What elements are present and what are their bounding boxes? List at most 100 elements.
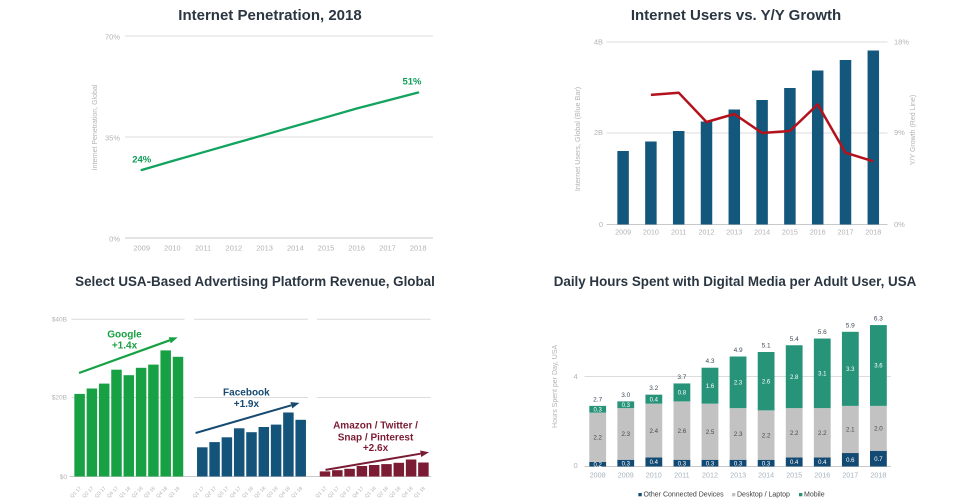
- svg-text:2010: 2010: [643, 228, 659, 237]
- svg-text:2.8: 2.8: [790, 375, 799, 381]
- svg-text:Internet Users vs. Y/Y Growth: Internet Users vs. Y/Y Growth: [631, 7, 841, 24]
- svg-text:2013: 2013: [730, 471, 746, 480]
- svg-text:2018: 2018: [865, 228, 881, 237]
- svg-text:2011: 2011: [674, 471, 689, 480]
- svg-text:2012: 2012: [699, 228, 715, 237]
- svg-text:2.5: 2.5: [706, 429, 715, 436]
- svg-text:Amazon / Twitter /: Amazon / Twitter /: [333, 420, 418, 431]
- svg-text:2.3: 2.3: [621, 431, 630, 438]
- svg-text:2014: 2014: [287, 244, 304, 253]
- svg-text:2017: 2017: [838, 228, 854, 237]
- svg-text:2.6: 2.6: [762, 379, 771, 385]
- svg-text:2.4: 2.4: [649, 428, 658, 435]
- svg-text:2018: 2018: [410, 244, 427, 253]
- svg-text:3.3: 3.3: [846, 367, 855, 373]
- svg-text:3.2: 3.2: [649, 385, 658, 392]
- svg-text:0.3: 0.3: [622, 403, 631, 409]
- svg-text:0.4: 0.4: [650, 397, 659, 403]
- svg-text:2009: 2009: [133, 244, 150, 253]
- svg-text:3.7: 3.7: [677, 374, 686, 381]
- svg-text:2015: 2015: [782, 228, 798, 237]
- svg-text:2014: 2014: [754, 228, 770, 237]
- svg-text:Other Connected Devices: Other Connected Devices: [644, 492, 725, 499]
- svg-text:2016: 2016: [348, 244, 365, 253]
- svg-text:$20B: $20B: [52, 395, 67, 402]
- svg-text:0.3: 0.3: [622, 461, 631, 467]
- svg-text:2017: 2017: [379, 244, 396, 253]
- svg-text:2017: 2017: [842, 471, 858, 480]
- svg-text:4.9: 4.9: [734, 347, 743, 354]
- svg-text:Internet Users, Global (Blue B: Internet Users, Global (Blue Bar): [573, 87, 582, 191]
- svg-text:18%: 18%: [894, 38, 909, 47]
- svg-text:2.2: 2.2: [593, 435, 602, 442]
- svg-text:0.4: 0.4: [790, 460, 799, 466]
- svg-text:6.3: 6.3: [874, 316, 883, 323]
- svg-text:Google: Google: [107, 329, 142, 340]
- svg-text:0.7: 0.7: [874, 457, 883, 463]
- svg-text:Internet Penetration, Global: Internet Penetration, Global: [92, 84, 99, 170]
- svg-text:+1.9x: +1.9x: [234, 399, 260, 410]
- svg-text:2018: 2018: [870, 471, 886, 480]
- svg-text:2013: 2013: [726, 228, 742, 237]
- svg-text:5.9: 5.9: [846, 322, 855, 329]
- svg-text:0.2: 0.2: [594, 463, 603, 469]
- svg-text:2.0: 2.0: [874, 426, 883, 433]
- svg-text:2011: 2011: [195, 244, 211, 253]
- svg-text:$40B: $40B: [52, 316, 67, 323]
- svg-text:2009: 2009: [618, 471, 634, 480]
- svg-text:5.1: 5.1: [762, 343, 771, 350]
- svg-text:2010: 2010: [164, 244, 181, 253]
- svg-text:0%: 0%: [894, 220, 905, 229]
- svg-text:2011: 2011: [671, 228, 686, 237]
- svg-text:2016: 2016: [814, 471, 830, 480]
- svg-text:5.4: 5.4: [790, 336, 799, 343]
- svg-text:2009: 2009: [615, 228, 631, 237]
- svg-text:0.6: 0.6: [846, 458, 855, 464]
- svg-text:2.2: 2.2: [790, 430, 799, 437]
- svg-text:$0: $0: [60, 474, 68, 481]
- svg-text:3.6: 3.6: [874, 364, 883, 370]
- svg-text:Y/Y Growth (Red Line): Y/Y Growth (Red Line): [910, 95, 917, 165]
- svg-text:2012: 2012: [702, 471, 718, 480]
- svg-text:2.2: 2.2: [818, 430, 827, 437]
- svg-text:0.3: 0.3: [706, 461, 715, 467]
- svg-text:0.3: 0.3: [762, 461, 771, 467]
- svg-text:2013: 2013: [256, 244, 273, 253]
- svg-text:4.3: 4.3: [705, 358, 714, 365]
- svg-text:+2.6x: +2.6x: [363, 443, 389, 454]
- svg-text:4: 4: [574, 372, 578, 381]
- svg-text:Hours Spent per Day, USA: Hours Spent per Day, USA: [552, 345, 559, 428]
- svg-text:3.1: 3.1: [818, 372, 827, 378]
- svg-text:Desktop / Laptop: Desktop / Laptop: [737, 492, 790, 499]
- svg-text:2010: 2010: [646, 471, 662, 480]
- svg-text:51%: 51%: [402, 77, 422, 88]
- svg-text:2015: 2015: [318, 244, 335, 253]
- svg-text:4B: 4B: [594, 38, 603, 47]
- svg-text:0.3: 0.3: [678, 461, 687, 467]
- svg-text:0%: 0%: [109, 234, 120, 243]
- svg-text:0.4: 0.4: [650, 460, 659, 466]
- svg-text:2.6: 2.6: [678, 428, 687, 435]
- svg-text:3.0: 3.0: [621, 392, 630, 399]
- svg-text:2016: 2016: [810, 228, 826, 237]
- svg-text:0.4: 0.4: [818, 460, 827, 466]
- svg-text:2.7: 2.7: [593, 396, 602, 403]
- svg-text:2015: 2015: [786, 471, 802, 480]
- svg-text:0: 0: [599, 220, 603, 229]
- svg-text:2014: 2014: [758, 471, 774, 480]
- svg-text:1.6: 1.6: [706, 384, 715, 390]
- svg-text:2.2: 2.2: [762, 432, 771, 439]
- svg-text:0.8: 0.8: [678, 391, 687, 397]
- svg-text:Select USA-Based Advertising P: Select USA-Based Advertising Platform Re…: [75, 274, 435, 289]
- svg-text:Internet Penetration, 2018: Internet Penetration, 2018: [178, 7, 361, 24]
- svg-text:2B: 2B: [594, 128, 603, 137]
- svg-text:9%: 9%: [894, 128, 905, 137]
- svg-text:Mobile: Mobile: [804, 492, 825, 499]
- svg-text:5.6: 5.6: [818, 329, 827, 336]
- svg-text:Snap / Pinterest: Snap / Pinterest: [338, 432, 414, 443]
- svg-text:35%: 35%: [105, 133, 120, 142]
- svg-text:0: 0: [574, 461, 578, 470]
- svg-text:24%: 24%: [132, 155, 152, 166]
- svg-text:2.1: 2.1: [846, 427, 855, 434]
- svg-text:0.3: 0.3: [594, 408, 603, 414]
